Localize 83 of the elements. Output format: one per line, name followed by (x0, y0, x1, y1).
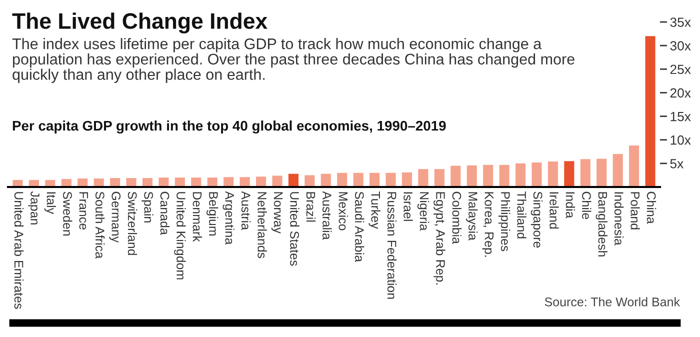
bar (515, 163, 526, 187)
bar (353, 172, 364, 187)
x-tick-label: Ireland (550, 192, 559, 229)
y-tick-label: 30x (670, 41, 691, 50)
x-tick-label: South Africa (95, 192, 105, 259)
bar (304, 175, 315, 187)
bar (580, 159, 590, 187)
x-tick-label: Nigeria (417, 192, 430, 231)
x-tick-label: Argentina (222, 191, 234, 245)
bar (240, 177, 250, 187)
bar (564, 161, 574, 187)
x-tick-label: Singapore (530, 192, 543, 248)
x-tick-label: Switzerland (128, 192, 138, 255)
x-tick-label: Japan (28, 191, 40, 224)
x-tick-label: Malaysia (466, 192, 478, 240)
x-tick-label: United Kingdom (174, 192, 186, 280)
y-tick-label: 25x (670, 64, 691, 74)
bar (483, 164, 494, 187)
x-tick-label: Chile (582, 192, 592, 220)
bar (434, 169, 444, 187)
x-tick-label: Austria (241, 191, 251, 230)
x-tick-label: Turkey (368, 191, 380, 229)
x-tick-label: Canada (160, 192, 170, 235)
bar (370, 172, 380, 187)
x-tick-label: Colombia (452, 192, 462, 244)
x-tick-label: Brazil (306, 192, 316, 222)
x-tick-label: Germany (109, 192, 121, 243)
bar (499, 164, 510, 187)
bar (224, 177, 234, 187)
bar (466, 165, 477, 187)
bar (612, 154, 623, 187)
x-tick-label: China (646, 192, 656, 224)
x-tick-label: India (566, 192, 575, 218)
x-tick-label: United Arab Emirates (14, 192, 24, 309)
bar (158, 178, 169, 187)
x-tick-label: Mexico (338, 192, 348, 230)
source-note: Source: The World Bank (544, 297, 680, 306)
x-tick-label: Sweden (63, 192, 72, 236)
x-tick-label: Denmark (192, 192, 202, 242)
bar (256, 176, 266, 187)
x-tick-label: Bangladesh (596, 192, 608, 256)
x-tick-label: United States (290, 192, 300, 266)
bar (288, 174, 298, 187)
bar (532, 162, 542, 187)
bar (596, 158, 607, 187)
chart-title: The Lived Change Index (12, 12, 268, 34)
bar (418, 169, 428, 187)
bar (548, 162, 558, 187)
y-tick-label: 35x (670, 18, 691, 27)
x-tick-label: Spain (142, 192, 154, 222)
x-tick-label: Philippines (498, 192, 510, 252)
x-tick-label: Korea, Rep. (482, 192, 494, 257)
bar (402, 172, 412, 187)
x-tick-label: Russian Federation (387, 192, 397, 299)
y-tick-label: 10x (670, 135, 691, 145)
y-tick-label: 20x (670, 88, 691, 98)
text: The index uses lifetime per capita GDP to track how much economic change a population has experienced. Over the past three decades China has changed more quickly than any other place on earth. (12, 38, 574, 83)
bar (386, 172, 396, 187)
bar (337, 172, 348, 187)
x-tick-label: Poland (630, 192, 640, 230)
x-tick-label: Norway (271, 192, 283, 234)
x-tick-label: France (79, 192, 88, 230)
x-tick-label: Indonesia (614, 192, 624, 246)
x-tick-label: Australia (322, 191, 332, 240)
x-tick-label: Egypt, Arab Rep. (434, 192, 446, 285)
bar (629, 146, 640, 187)
y-tick-label: 5x (670, 159, 684, 168)
x-tick-label: Netherlands (258, 192, 267, 258)
bar (450, 166, 461, 187)
bar (174, 178, 185, 187)
x-tick-label: Thailand (517, 191, 526, 238)
bar (126, 178, 136, 187)
bar (191, 178, 202, 187)
bar (645, 36, 656, 187)
y-tick-label: 15x (670, 112, 691, 122)
bar (272, 176, 282, 187)
x-tick-label: Saudi Arabia (354, 192, 364, 262)
x-tick-label: Italy (44, 192, 56, 214)
bar (207, 178, 218, 187)
x-tick-label: Israel (404, 192, 413, 221)
x-tick-label: Belgium (206, 192, 218, 236)
bar (320, 174, 331, 187)
x-axis-title: Per capita GDP growth in the top 40 global economies, 1990–2019 (12, 120, 446, 134)
